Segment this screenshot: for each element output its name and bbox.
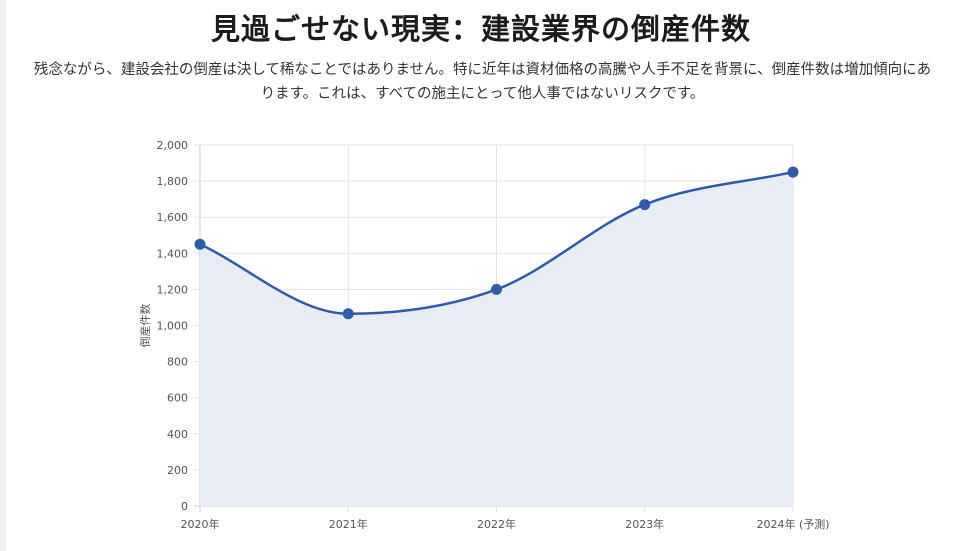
data-point xyxy=(491,283,502,295)
data-point xyxy=(787,166,799,178)
series-area xyxy=(200,172,793,506)
y-tick-label: 600 xyxy=(167,392,188,405)
y-tick-label: 800 xyxy=(167,356,188,369)
y-tick-label: 1,000 xyxy=(157,320,189,333)
x-tick-label: 2022年 xyxy=(477,517,516,531)
y-tick-label: 1,800 xyxy=(157,175,189,188)
data-point xyxy=(194,238,206,250)
y-tick-label: 1,600 xyxy=(157,211,189,224)
data-point xyxy=(342,308,354,320)
y-tick-label: 400 xyxy=(167,428,188,441)
y-axis-label: 倒産件数 xyxy=(139,304,152,348)
x-tick-label: 2020年 xyxy=(181,517,220,531)
window-edge xyxy=(0,0,6,551)
y-tick-label: 0 xyxy=(181,500,188,513)
y-tick-label: 200 xyxy=(167,464,188,477)
x-tick-label: 2023年 xyxy=(625,517,664,531)
y-axis-ticks: 0 200 400 600 800 1,000 1,200 1,400 1,600 1,800 2,… xyxy=(157,139,189,513)
y-tick-label: 2,000 xyxy=(157,139,189,152)
chart-points xyxy=(194,166,799,320)
data-point xyxy=(639,199,651,211)
x-tick-label: 2021年 xyxy=(329,517,368,531)
x-tick-label: 2024年 (予測) xyxy=(756,517,829,531)
x-axis-ticks: 2020年 2021年 2022年 2023年 2024年 (予測) xyxy=(181,517,830,531)
page-title: 見過ごせない現実：建設業界の倒産件数 xyxy=(210,12,751,46)
y-tick-label: 1,200 xyxy=(157,283,189,296)
y-tick-label: 1,400 xyxy=(157,247,189,260)
page-description: 残念ながら、建設会社の倒産は決して稀なことではありません。特に近年は資材価格の高… xyxy=(33,62,932,102)
